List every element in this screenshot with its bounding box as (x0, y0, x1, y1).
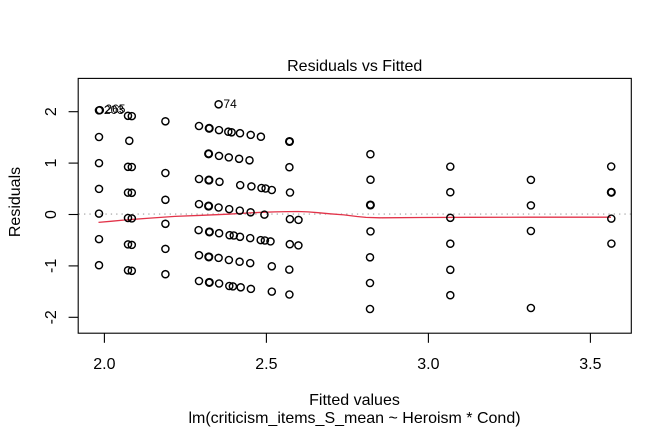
svg-text:2: 2 (43, 107, 60, 116)
svg-text:2.0: 2.0 (93, 356, 115, 373)
svg-text:3.0: 3.0 (417, 356, 439, 373)
svg-text:-2: -2 (43, 310, 60, 324)
svg-text:Fitted values: Fitted values (309, 392, 400, 409)
svg-text:203: 203 (104, 103, 124, 117)
svg-text:1: 1 (43, 159, 60, 168)
svg-text:Residuals: Residuals (7, 167, 24, 237)
svg-text:3.5: 3.5 (579, 356, 601, 373)
svg-text:2.5: 2.5 (255, 356, 277, 373)
svg-text:Residuals vs Fitted: Residuals vs Fitted (287, 58, 422, 75)
svg-text:265: 265 (105, 102, 125, 116)
svg-text:-1: -1 (43, 259, 60, 273)
svg-text:74: 74 (223, 97, 237, 111)
svg-text:0: 0 (43, 210, 60, 219)
svg-text:lm(criticism_items_S_mean ~ He: lm(criticism_items_S_mean ~ Heroism * Co… (188, 410, 520, 427)
